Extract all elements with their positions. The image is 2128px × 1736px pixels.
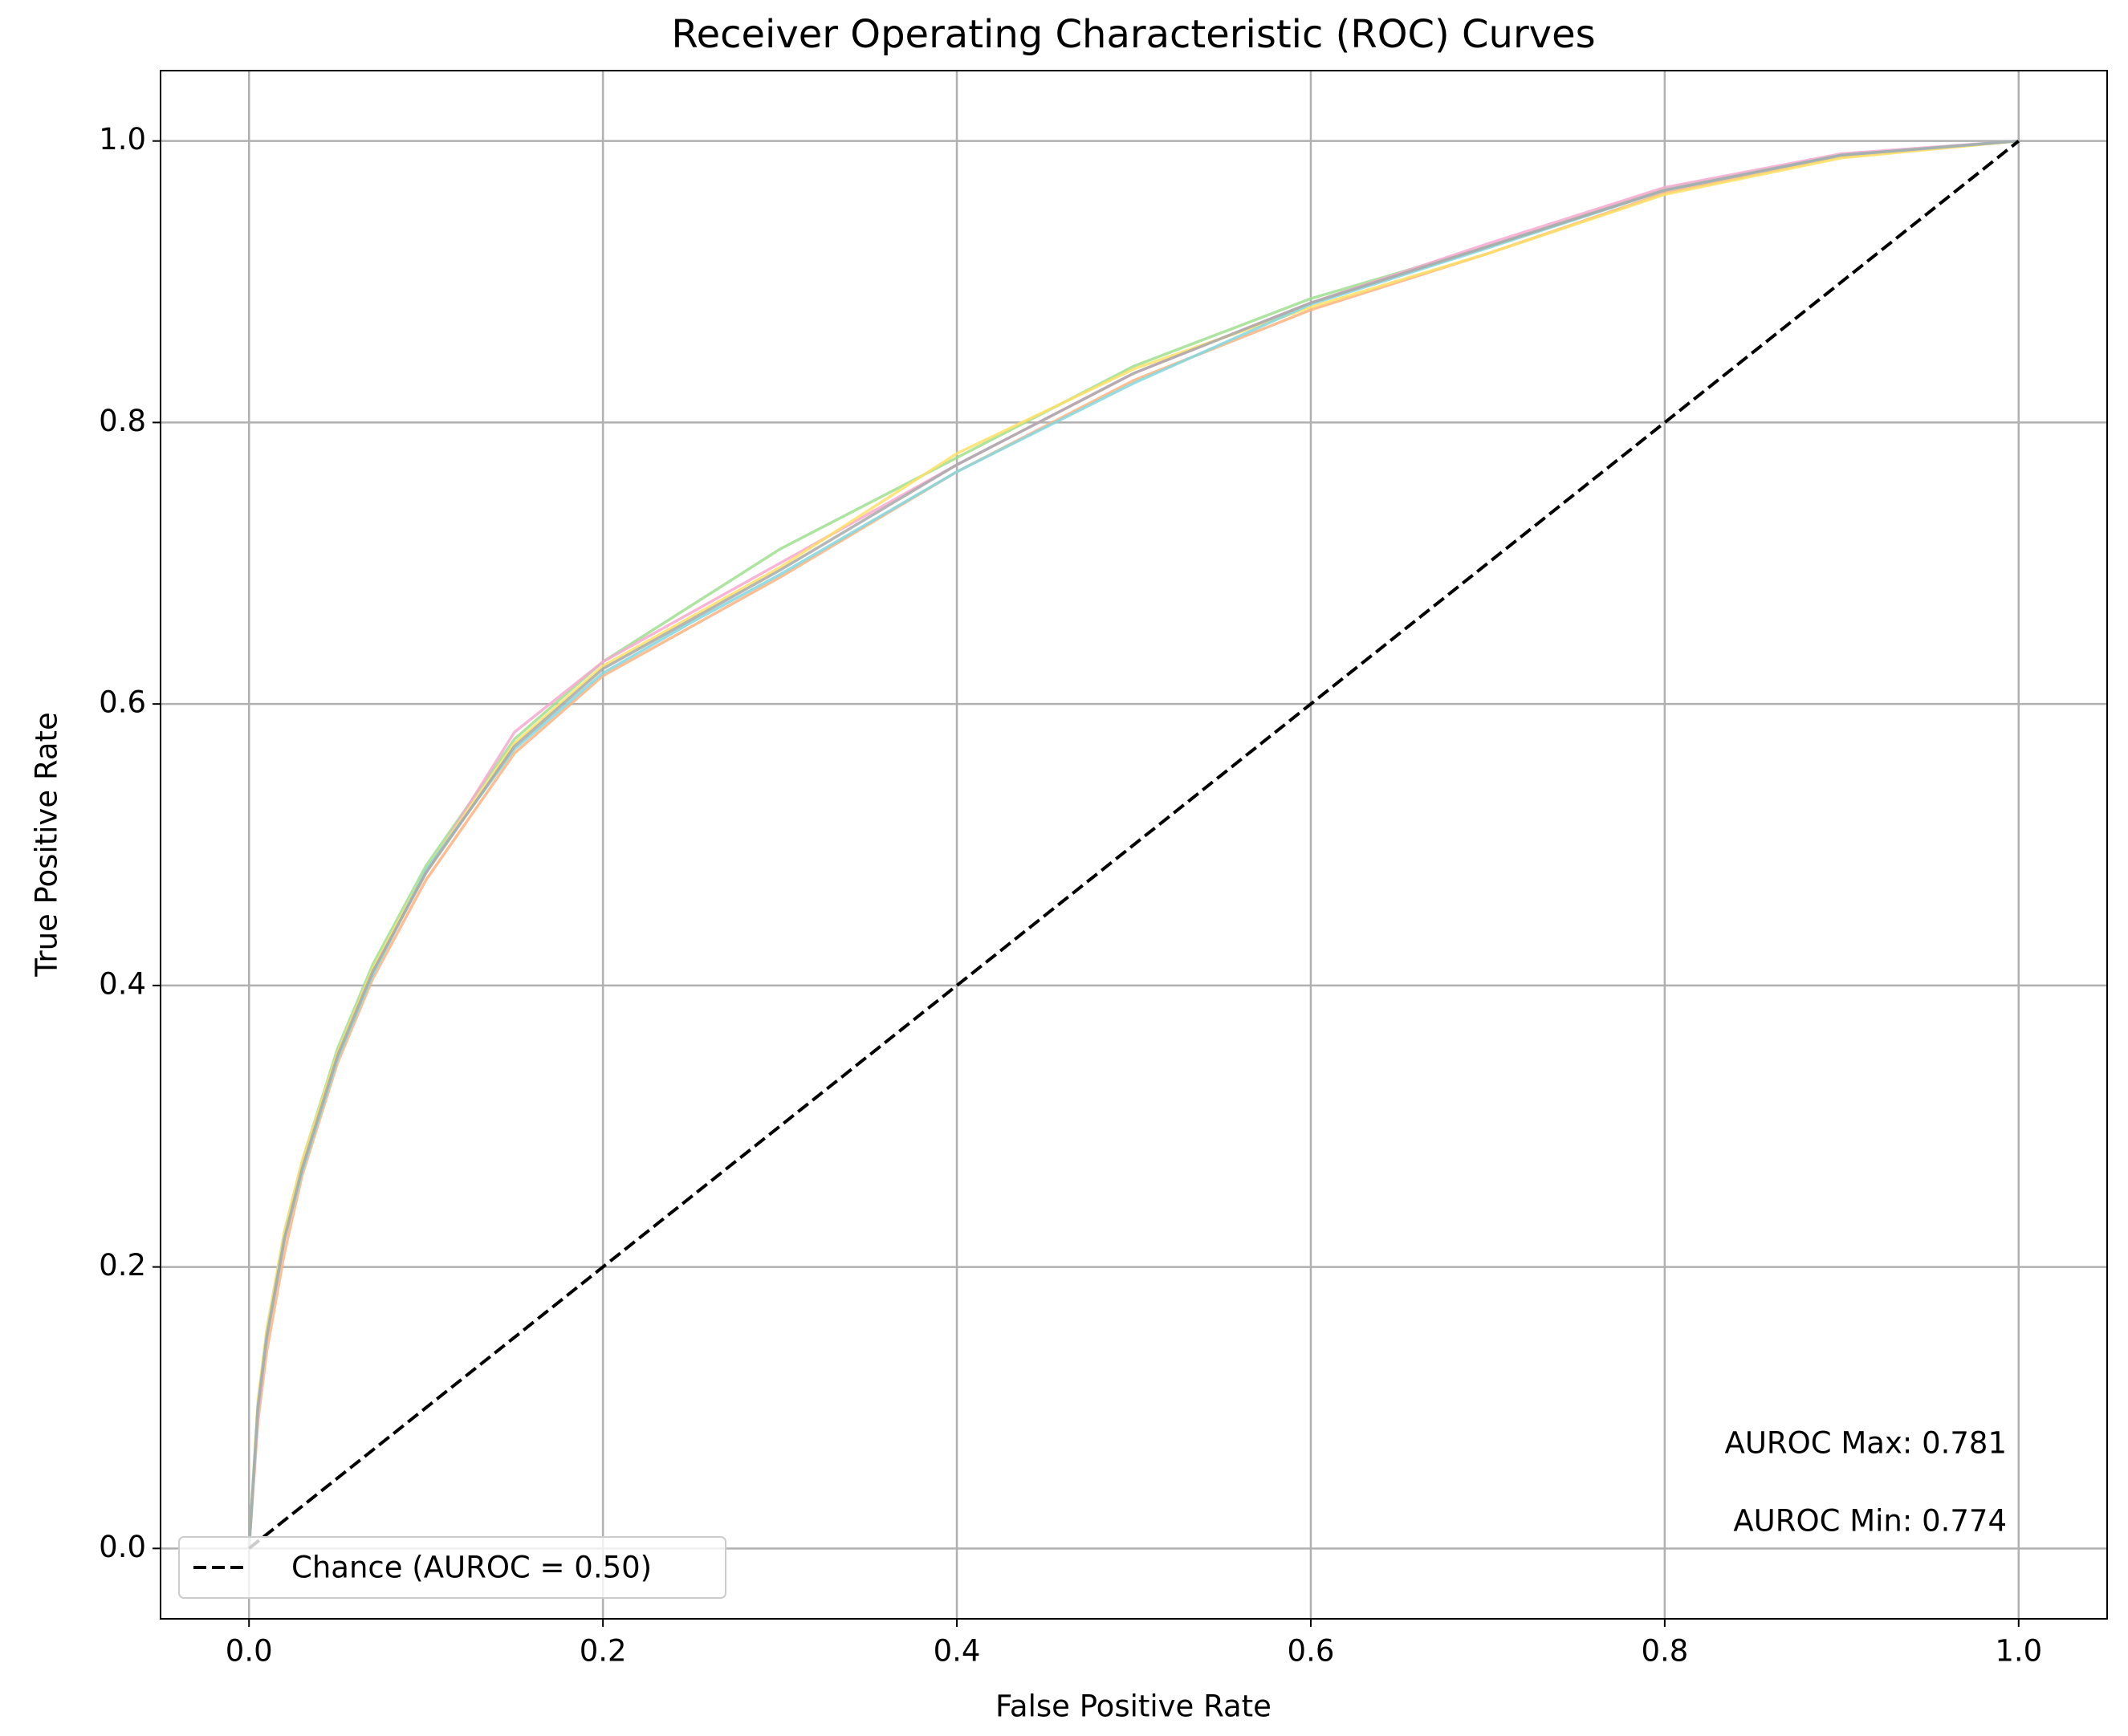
roc-curve [247, 139, 2019, 1549]
y-tick-label: 1.0 [99, 122, 146, 157]
x-tick-label: 0.2 [580, 1634, 627, 1669]
y-tick-label: 0.8 [99, 404, 146, 438]
annotation: AUROC Max: 0.781 [1725, 1426, 2007, 1461]
x-tick-label: 1.0 [1995, 1634, 2042, 1669]
y-tick-label: 0.2 [99, 1248, 146, 1283]
legend-box [178, 1536, 726, 1599]
axes-frame [160, 70, 2108, 1620]
chart-title: Receiver Operating Characteristic (ROC) … [671, 12, 1595, 57]
x-tick-label: 0.4 [934, 1634, 981, 1669]
annotation: AUROC Min: 0.774 [1733, 1504, 2007, 1539]
x-axis-label: False Positive Rate [995, 1689, 1272, 1724]
roc-curve [247, 139, 2019, 1549]
chance-line [247, 140, 2020, 1550]
y-tick-label: 0.0 [99, 1530, 146, 1564]
x-tick-label: 0.0 [226, 1634, 273, 1669]
x-tick-label: 0.6 [1288, 1634, 1335, 1669]
y-tick-label: 0.6 [99, 685, 146, 720]
x-tick-label: 0.8 [1641, 1634, 1688, 1669]
legend-label: Chance (AUROC = 0.50) [291, 1551, 652, 1585]
y-tick-label: 0.4 [99, 966, 146, 1001]
y-axis-label: True Positive Rate [30, 712, 64, 978]
